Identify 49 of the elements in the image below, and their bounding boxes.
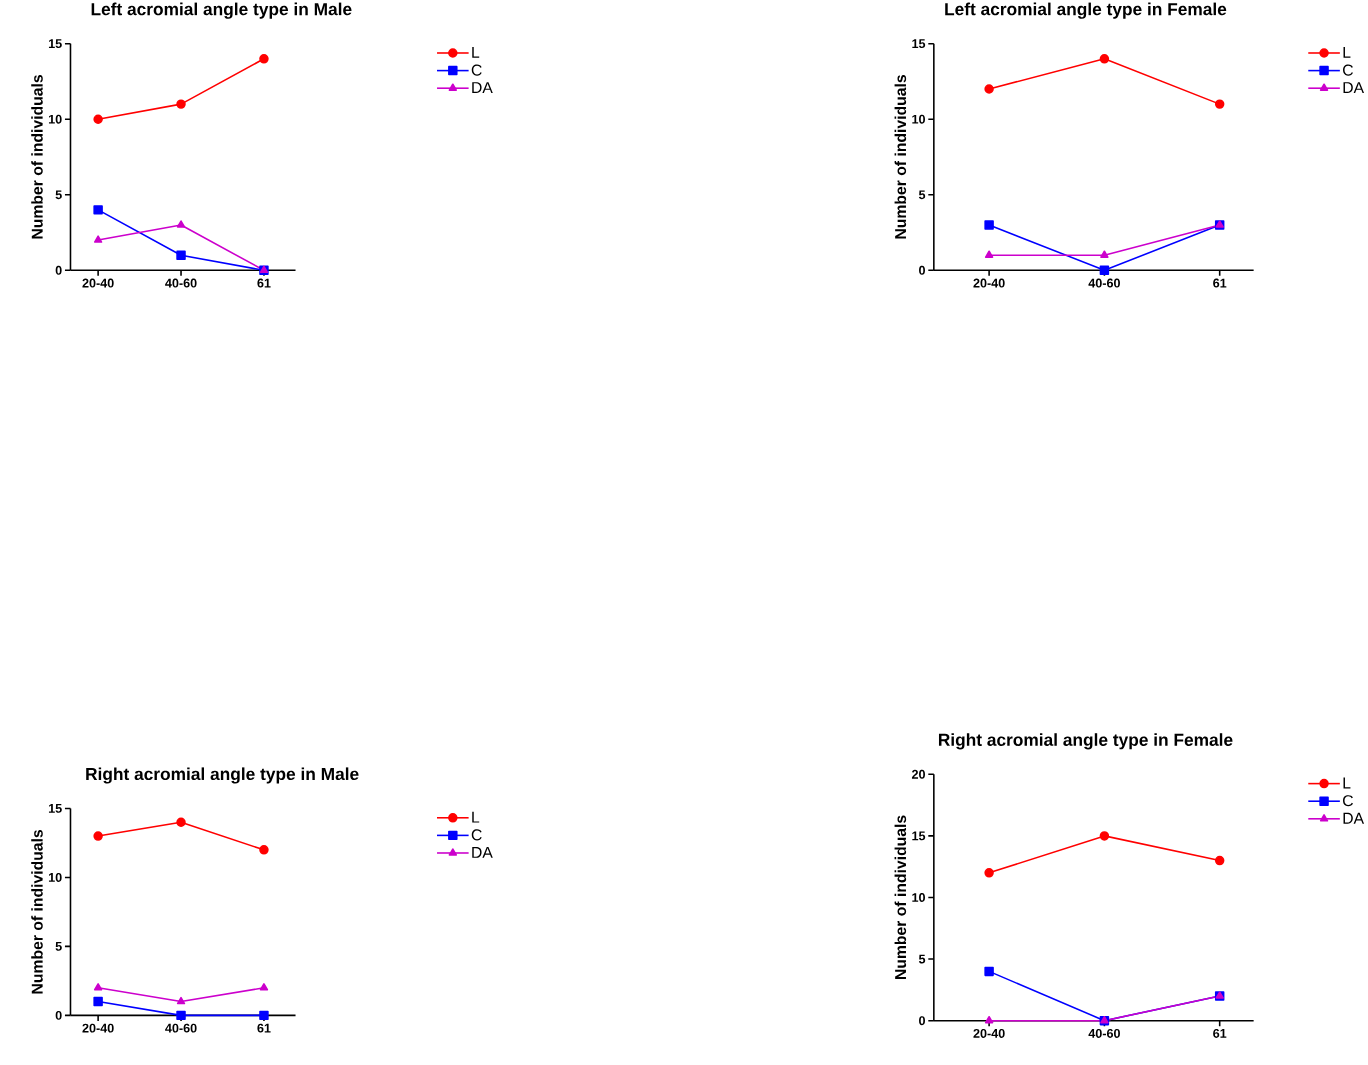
legend-label: C [471, 829, 482, 841]
chart-title: Right acromial angle type in Male [86, 767, 359, 784]
x-tick-label: 40-60 [165, 1023, 197, 1033]
legend-label: L [472, 46, 480, 58]
x-tick-label: 61 [257, 278, 271, 288]
y-tick-label: 0 [55, 1010, 62, 1020]
y-tick-label: 15 [912, 39, 926, 49]
legend-label: L [1343, 777, 1351, 789]
legend-label: DA [472, 846, 493, 858]
y-tick-label: 10 [48, 114, 62, 124]
chart-title: Left acromial angle type in Male [91, 2, 352, 19]
x-tick-label: 20-40 [82, 1023, 114, 1033]
y-axis-title: Number of individuals [894, 75, 907, 239]
y-tick-label: 0 [919, 1016, 926, 1026]
y-tick-label: 15 [48, 39, 62, 49]
y-tick-label: 5 [918, 954, 926, 964]
legend-label: L [472, 811, 480, 823]
y-axis-title: Number of individuals [31, 829, 43, 994]
x-tick-label: 20-40 [82, 278, 114, 288]
legend-label: C [471, 64, 482, 76]
y-tick-label: 0 [919, 265, 926, 275]
x-tick-label: 61 [1213, 278, 1227, 288]
y-tick-label: 15 [48, 804, 62, 813]
y-tick-label: 20 [911, 769, 925, 779]
x-tick-label: 20-40 [973, 1028, 1005, 1038]
x-tick-label: 40-60 [165, 278, 197, 288]
y-tick-label: 0 [55, 265, 62, 275]
x-tick-label: 40-60 [1088, 1028, 1120, 1038]
y-tick-label: 5 [55, 942, 62, 951]
legend-label: C [1343, 795, 1353, 807]
x-tick-label: 61 [257, 1023, 271, 1033]
legend-label: DA [1343, 82, 1365, 94]
legend-label: C [1343, 64, 1353, 76]
chart-title: Right acromial angle type in Female [938, 733, 1233, 750]
legend-label: L [1343, 46, 1351, 58]
y-tick-label: 5 [918, 190, 926, 200]
chart-title: Left acromial angle type in Female [945, 2, 1227, 19]
y-tick-label: 5 [55, 190, 62, 200]
y-tick-label: 15 [912, 831, 926, 841]
x-tick-label: 20-40 [973, 278, 1005, 288]
legend-label: DA [472, 82, 493, 94]
y-tick-label: 10 [48, 872, 62, 882]
y-axis-title: Number of individuals [31, 75, 43, 239]
x-tick-label: 40-60 [1088, 278, 1120, 288]
y-tick-label: 10 [912, 893, 925, 902]
legend-label: DA [1343, 812, 1365, 824]
y-tick-label: 10 [912, 114, 925, 124]
x-tick-label: 61 [1213, 1028, 1227, 1038]
y-axis-title: Number of individuals [894, 815, 907, 980]
